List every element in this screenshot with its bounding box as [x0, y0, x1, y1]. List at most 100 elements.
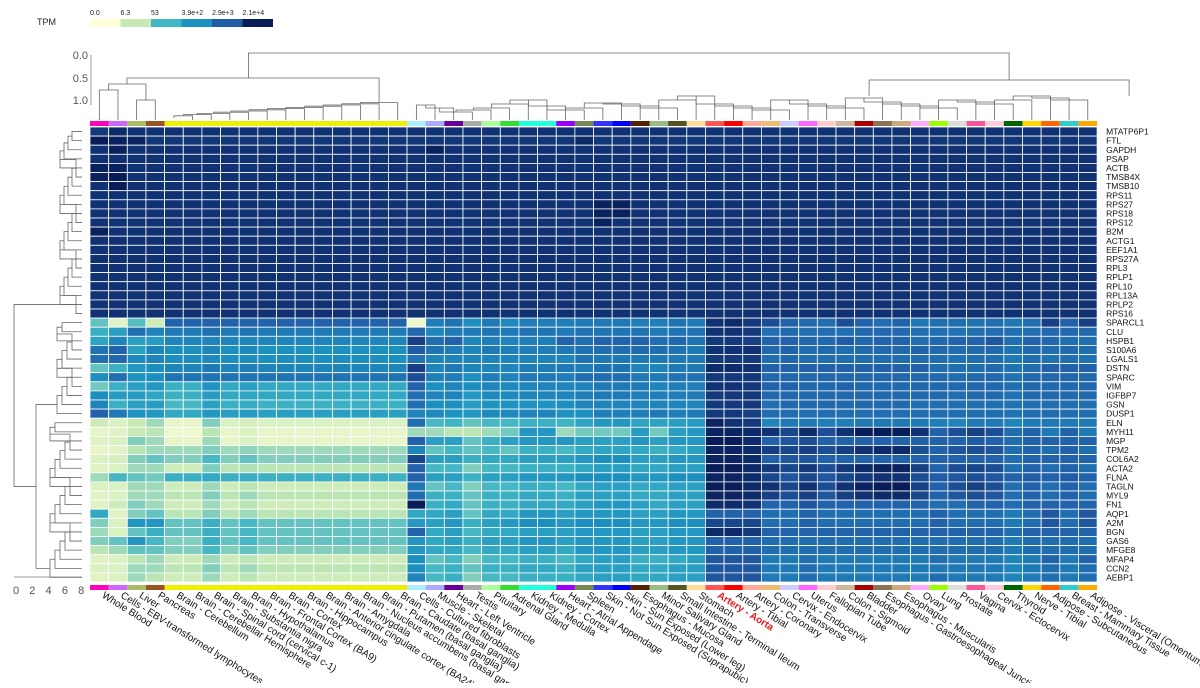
heatmap-cell[interactable]: [984, 290, 1005, 301]
heatmap-cell[interactable]: [126, 517, 147, 528]
heatmap-cell[interactable]: [387, 181, 408, 192]
heatmap-cell[interactable]: [425, 499, 445, 510]
heatmap-cell[interactable]: [593, 545, 613, 556]
heatmap-cell[interactable]: [89, 490, 110, 501]
heatmap-cell[interactable]: [705, 181, 725, 192]
heatmap-cell[interactable]: [313, 372, 333, 383]
heatmap-cell[interactable]: [611, 226, 632, 237]
heatmap-cell[interactable]: [201, 490, 221, 501]
heatmap-cell[interactable]: [779, 263, 800, 274]
heatmap-cell[interactable]: [518, 545, 539, 556]
heatmap-cell[interactable]: [238, 472, 259, 483]
heatmap-cell[interactable]: [555, 499, 576, 510]
heatmap-cell[interactable]: [481, 490, 501, 501]
heatmap-cell[interactable]: [835, 299, 856, 310]
heatmap-cell[interactable]: [779, 435, 800, 446]
heatmap-cell[interactable]: [294, 572, 315, 583]
heatmap-cell[interactable]: [630, 290, 650, 301]
heatmap-cell[interactable]: [387, 263, 408, 274]
heatmap-cell[interactable]: [854, 527, 874, 537]
heatmap-cell[interactable]: [481, 517, 501, 528]
heatmap-cell[interactable]: [220, 253, 240, 264]
heatmap-cell[interactable]: [555, 408, 576, 419]
heatmap-cell[interactable]: [1022, 490, 1042, 501]
heatmap-cell[interactable]: [145, 472, 165, 483]
heatmap-cell[interactable]: [1003, 517, 1023, 528]
heatmap-cell[interactable]: [499, 426, 520, 437]
heatmap-cell[interactable]: [126, 536, 147, 547]
heatmap-cell[interactable]: [761, 199, 781, 210]
heatmap-cell[interactable]: [294, 281, 315, 292]
heatmap-cell[interactable]: [593, 445, 613, 456]
heatmap-cell[interactable]: [1078, 335, 1098, 346]
heatmap-cell[interactable]: [574, 527, 594, 537]
heatmap-cell[interactable]: [984, 454, 1005, 465]
heatmap-cell[interactable]: [947, 399, 967, 410]
heatmap-cell[interactable]: [854, 481, 874, 492]
heatmap-cell[interactable]: [443, 326, 464, 337]
heatmap-cell[interactable]: [257, 126, 277, 137]
heatmap-cell[interactable]: [387, 381, 408, 392]
heatmap-cell[interactable]: [649, 326, 669, 337]
heatmap-cell[interactable]: [574, 153, 594, 164]
heatmap-cell[interactable]: [1040, 199, 1061, 210]
heatmap-cell[interactable]: [705, 172, 725, 183]
heatmap-cell[interactable]: [182, 554, 203, 565]
heatmap-cell[interactable]: [593, 253, 613, 264]
heatmap-cell[interactable]: [966, 354, 986, 365]
heatmap-cell[interactable]: [332, 181, 352, 192]
heatmap-cell[interactable]: [705, 435, 725, 446]
heatmap-cell[interactable]: [835, 499, 856, 510]
heatmap-cell[interactable]: [220, 226, 240, 237]
heatmap-cell[interactable]: [574, 354, 594, 365]
heatmap-cell[interactable]: [537, 527, 557, 537]
heatmap-cell[interactable]: [574, 572, 594, 583]
heatmap-cell[interactable]: [220, 308, 240, 319]
heatmap-cell[interactable]: [761, 172, 781, 183]
heatmap-cell[interactable]: [555, 490, 576, 501]
heatmap-cell[interactable]: [220, 153, 240, 164]
heatmap-cell[interactable]: [555, 126, 576, 137]
heatmap-cell[interactable]: [1022, 135, 1042, 146]
heatmap-cell[interactable]: [238, 381, 259, 392]
heatmap-cell[interactable]: [257, 554, 277, 565]
heatmap-cell[interactable]: [910, 454, 930, 465]
heatmap-cell[interactable]: [630, 417, 650, 428]
heatmap-cell[interactable]: [313, 144, 333, 155]
heatmap-cell[interactable]: [761, 290, 781, 301]
heatmap-cell[interactable]: [611, 290, 632, 301]
heatmap-cell[interactable]: [705, 381, 725, 392]
heatmap-cell[interactable]: [966, 381, 986, 392]
heatmap-cell[interactable]: [257, 536, 277, 547]
heatmap-cell[interactable]: [1078, 545, 1098, 556]
heatmap-cell[interactable]: [369, 153, 389, 164]
heatmap-cell[interactable]: [761, 399, 781, 410]
heatmap-cell[interactable]: [947, 244, 967, 255]
heatmap-cell[interactable]: [686, 135, 706, 146]
heatmap-cell[interactable]: [350, 417, 371, 428]
heatmap-cell[interactable]: [910, 226, 930, 237]
heatmap-cell[interactable]: [1040, 126, 1061, 137]
heatmap-cell[interactable]: [686, 517, 706, 528]
heatmap-cell[interactable]: [425, 335, 445, 346]
heatmap-cell[interactable]: [816, 144, 837, 155]
heatmap-cell[interactable]: [1078, 517, 1098, 528]
heatmap-cell[interactable]: [686, 281, 706, 292]
heatmap-cell[interactable]: [1022, 354, 1042, 365]
heatmap-cell[interactable]: [1059, 372, 1079, 383]
heatmap-cell[interactable]: [835, 153, 856, 164]
heatmap-cell[interactable]: [537, 536, 557, 547]
heatmap-cell[interactable]: [1003, 508, 1023, 519]
heatmap-cell[interactable]: [350, 545, 371, 556]
heatmap-cell[interactable]: [761, 253, 781, 264]
heatmap-cell[interactable]: [201, 408, 221, 419]
heatmap-cell[interactable]: [518, 162, 539, 173]
heatmap-cell[interactable]: [350, 463, 371, 474]
heatmap-cell[interactable]: [928, 363, 949, 374]
heatmap-cell[interactable]: [723, 272, 744, 283]
heatmap-cell[interactable]: [387, 499, 408, 510]
heatmap-cell[interactable]: [499, 435, 520, 446]
heatmap-cell[interactable]: [145, 481, 165, 492]
heatmap-cell[interactable]: [425, 426, 445, 437]
heatmap-cell[interactable]: [126, 354, 147, 365]
